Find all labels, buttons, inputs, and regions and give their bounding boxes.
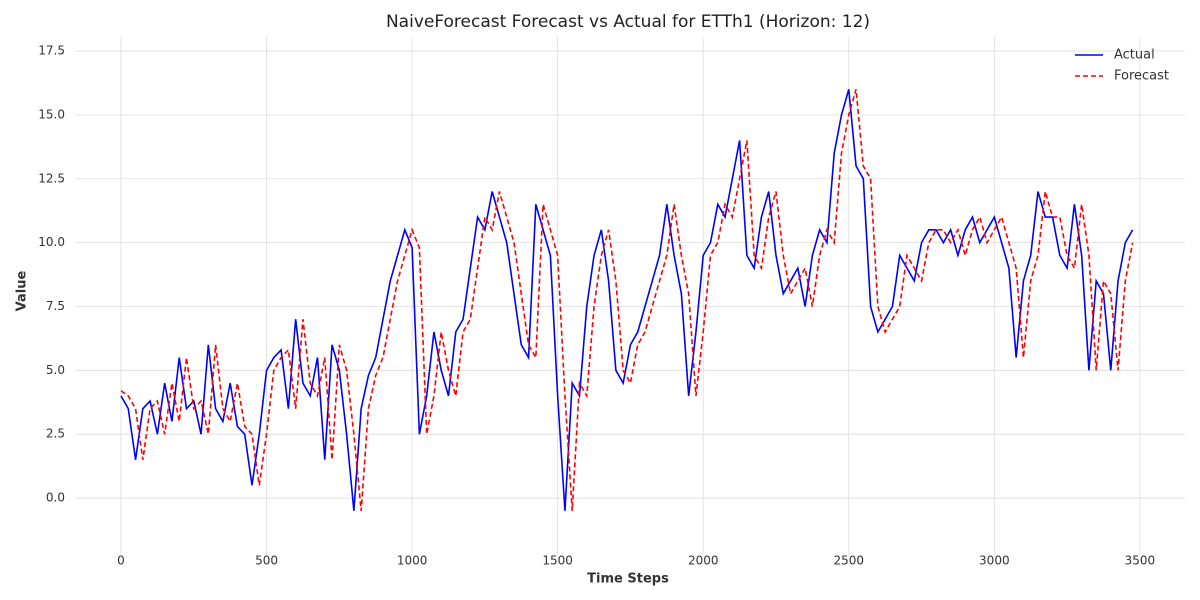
x-tick-label: 3000 — [979, 554, 1010, 568]
legend-label: Actual — [1114, 48, 1155, 63]
y-axis-label: Value — [15, 270, 30, 311]
x-tick-label: 1500 — [542, 554, 573, 568]
y-tick-label: 2.5 — [46, 427, 65, 441]
x-axis-label: Time Steps — [587, 572, 669, 587]
x-tick-label: 500 — [255, 554, 278, 568]
chart-title: NaiveForecast Forecast vs Actual for ETT… — [386, 12, 870, 32]
x-tick-label: 3500 — [1125, 554, 1156, 568]
y-tick-label: 15.0 — [38, 107, 65, 121]
y-tick-label: 0.0 — [46, 491, 65, 505]
series-line — [120, 89, 1134, 511]
y-tick-label: 17.5 — [38, 44, 65, 58]
y-tick-label: 5.0 — [46, 363, 65, 377]
y-tick-label: 10.0 — [38, 235, 65, 249]
series-line — [120, 89, 1134, 511]
x-tick-label: 2000 — [688, 554, 719, 568]
legend-label: Forecast — [1114, 69, 1169, 84]
x-tick-label: 1000 — [397, 554, 428, 568]
y-tick-label: 7.5 — [46, 299, 65, 313]
x-tick-label: 2500 — [833, 554, 864, 568]
y-tick-label: 12.5 — [38, 171, 65, 185]
x-tick-label: 0 — [117, 554, 125, 568]
